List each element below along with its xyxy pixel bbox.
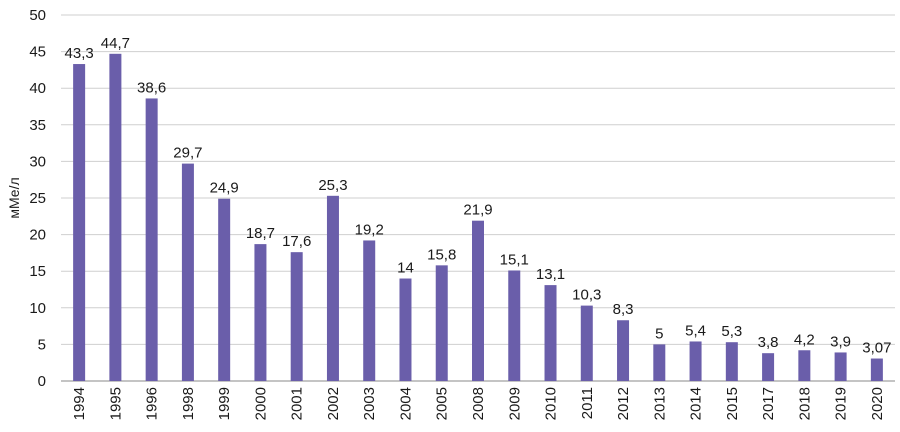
- x-axis-ticks: 1994 1995 1996 1998 1999 2000 2001 2002 2003 2004…: [71, 387, 886, 420]
- bar-2019: [834, 352, 847, 381]
- x-tick-label: 2004: [397, 387, 414, 420]
- x-tick-label: 2017: [760, 387, 777, 420]
- y-tick-label: 15: [29, 263, 46, 280]
- bar-2017: [762, 353, 775, 381]
- data-label: 13,1: [536, 266, 565, 283]
- x-tick-label: 1995: [107, 387, 124, 420]
- y-tick-label: 10: [29, 300, 46, 317]
- y-tick-label: 0: [38, 373, 46, 390]
- data-label: 21,9: [463, 202, 492, 219]
- bar-1995: [109, 53, 122, 382]
- bar-2001: [290, 252, 303, 381]
- x-tick-label: 2009: [506, 387, 523, 420]
- bar-2004: [399, 278, 412, 381]
- data-label: 3,9: [830, 333, 851, 350]
- x-tick-label: 2014: [688, 387, 705, 420]
- bar-2013: [653, 344, 666, 381]
- y-tick-label: 50: [29, 7, 46, 24]
- y-tick-label: 20: [29, 227, 46, 244]
- bar-1999: [218, 198, 231, 381]
- data-label: 5,4: [685, 322, 706, 339]
- bar-2009: [508, 270, 521, 381]
- x-tick-label: 2000: [252, 387, 269, 420]
- bar-2012: [617, 320, 630, 381]
- data-label: 19,2: [355, 221, 384, 238]
- data-label: 18,7: [246, 225, 275, 242]
- x-tick-label: 2003: [361, 387, 378, 420]
- y-axis-title: мМе/л: [6, 177, 22, 218]
- bar-1994: [73, 64, 86, 381]
- x-tick-label: 2019: [833, 387, 850, 420]
- bar-2014: [689, 341, 702, 381]
- data-label: 25,3: [318, 177, 347, 194]
- x-tick-label: 2020: [869, 387, 886, 420]
- data-label: 44,7: [101, 35, 130, 52]
- bar-2002: [326, 195, 339, 381]
- x-tick-label: 2001: [289, 387, 306, 420]
- y-tick-label: 25: [29, 190, 46, 207]
- bar-2010: [544, 285, 557, 381]
- y-tick-label: 45: [29, 44, 46, 61]
- data-label: 3,07: [862, 340, 891, 357]
- x-tick-label: 2012: [615, 387, 632, 420]
- x-tick-label: 2010: [543, 387, 560, 420]
- data-label: 43,3: [65, 45, 94, 62]
- y-tick-label: 30: [29, 153, 46, 170]
- bars: [73, 53, 883, 382]
- data-label: 8,3: [613, 301, 634, 318]
- bar-2005: [435, 265, 448, 381]
- x-tick-label: 1999: [216, 387, 233, 420]
- x-tick-label: 2002: [325, 387, 342, 420]
- x-tick-label: 2018: [796, 387, 813, 420]
- data-label: 14: [397, 260, 414, 277]
- data-labels: 43,3 44,7 38,6 29,7 24,9 18,7 17,6 25,3 19,2 14 15…: [65, 35, 892, 357]
- y-tick-label: 35: [29, 117, 46, 134]
- bar-1998: [181, 163, 194, 381]
- data-label: 4,2: [794, 331, 815, 348]
- bar-2000: [254, 244, 267, 381]
- bar-2020: [870, 358, 883, 381]
- data-label: 5,3: [721, 323, 742, 340]
- data-label: 15,8: [427, 246, 456, 263]
- bar-2003: [363, 240, 376, 381]
- data-label: 38,6: [137, 79, 166, 96]
- data-label: 3,8: [758, 334, 779, 351]
- y-tick-label: 5: [38, 336, 46, 353]
- x-tick-label: 1996: [144, 387, 161, 420]
- data-label: 5: [655, 325, 663, 342]
- data-label: 10,3: [572, 287, 601, 304]
- bar-2008: [472, 220, 484, 381]
- bar-2011: [580, 305, 593, 381]
- data-label: 17,6: [282, 233, 311, 250]
- bar-1996: [145, 98, 158, 381]
- x-tick-label: 1998: [180, 387, 197, 420]
- bar-2015: [725, 342, 738, 381]
- x-tick-label: 2011: [579, 387, 596, 419]
- x-tick-label: 2015: [724, 387, 741, 420]
- data-label: 29,7: [173, 145, 202, 162]
- x-tick-label: 2008: [470, 387, 487, 420]
- y-tick-label: 40: [29, 80, 46, 97]
- x-tick-label: 2005: [434, 387, 451, 420]
- x-tick-label: 1994: [71, 387, 88, 420]
- data-label: 15,1: [500, 251, 529, 268]
- y-axis-ticks: 0 5 10 15 20 25 30 35 40 45 50: [29, 7, 46, 390]
- bar-2018: [798, 350, 811, 381]
- x-tick-label: 2013: [651, 387, 668, 420]
- data-label: 24,9: [210, 180, 239, 197]
